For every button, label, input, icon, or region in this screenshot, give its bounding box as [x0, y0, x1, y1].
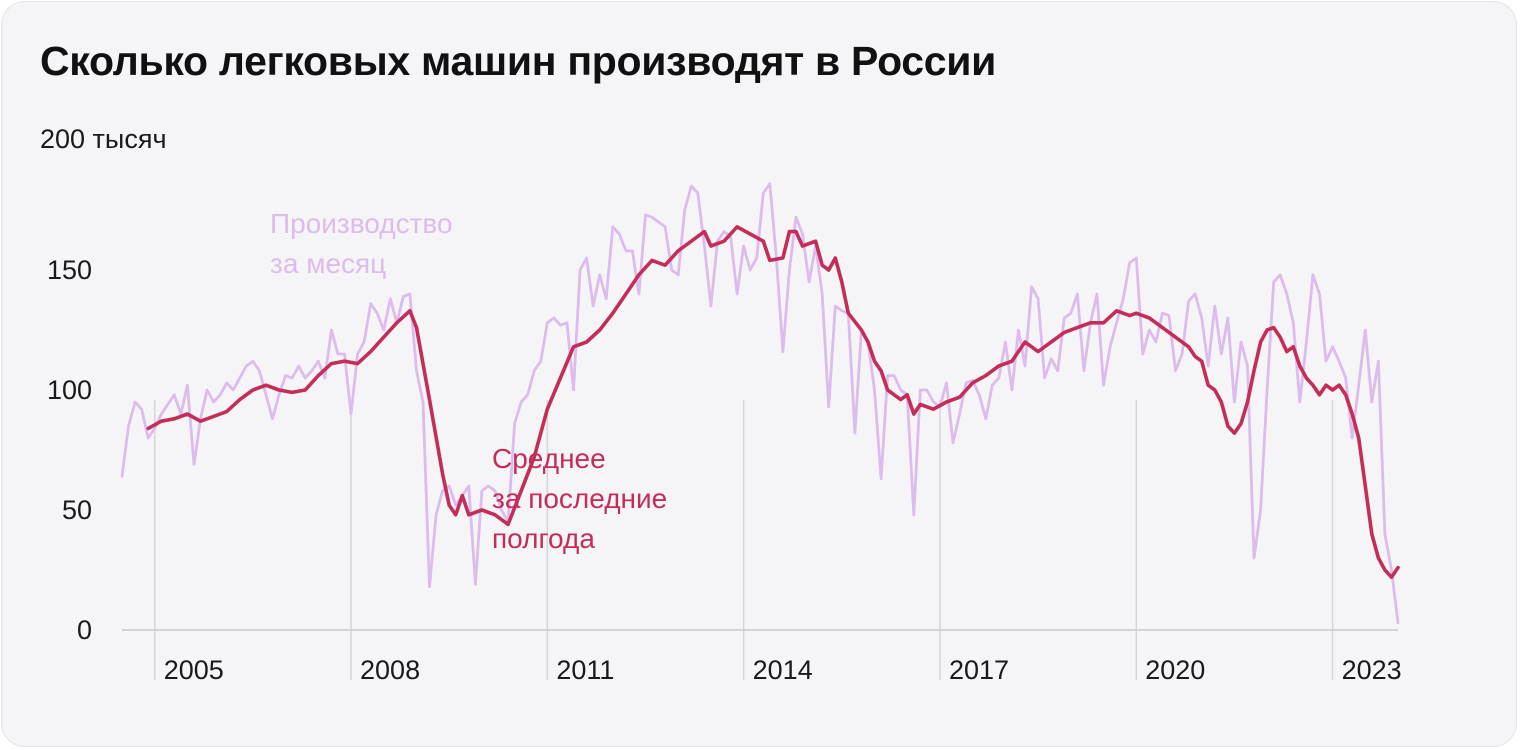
x-tick-label-2017: 2017: [949, 655, 1009, 685]
y-axis-labels: 0 50 100 150: [47, 255, 92, 645]
series-line-monthly: [120, 182, 1400, 625]
series-label-line: за последние: [492, 483, 667, 514]
x-tick-label-2011: 2011: [556, 655, 614, 685]
x-tick-label-2005: 2005: [164, 655, 224, 685]
y-axis-unit-label: 200 тысяч: [40, 124, 167, 154]
series-label-line: Среднее: [492, 443, 606, 474]
y-tick-label-150: 150: [47, 255, 92, 285]
y-tick-label-0: 0: [77, 615, 92, 645]
series-label-line: Производство: [270, 208, 453, 239]
x-tick-label-2023: 2023: [1342, 655, 1402, 685]
x-axis-labels: 2005 2008 2011 2014 2017 2020 2023: [164, 655, 1402, 685]
series-label-average: Среднее за последние полгода: [492, 443, 667, 554]
series-lines: [120, 182, 1400, 625]
chart-title: Сколько легковых машин производят в Росс…: [40, 38, 997, 84]
series-label-monthly: Производство за месяц: [270, 208, 453, 279]
series-label-line: полгода: [492, 523, 595, 554]
y-tick-label-100: 100: [47, 375, 92, 405]
series-line-average: [146, 225, 1400, 579]
x-tick-label-2014: 2014: [753, 655, 813, 685]
gridlines: [153, 400, 1334, 680]
series-labels: Производство за месяц Среднее за последние п…: [270, 208, 667, 554]
y-tick-label-50: 50: [62, 495, 92, 525]
x-tick-label-2020: 2020: [1145, 655, 1205, 685]
x-tick-label-2008: 2008: [360, 655, 420, 685]
series-label-line: за месяц: [270, 248, 386, 279]
